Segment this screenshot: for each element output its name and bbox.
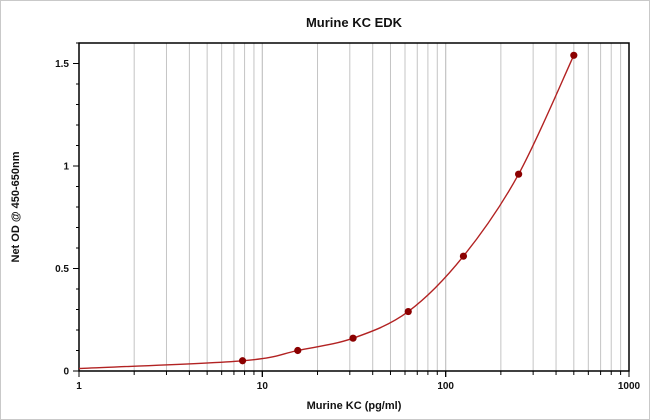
x-tick-label: 10 [257, 381, 269, 392]
y-tick-label: 0.5 [55, 264, 69, 275]
y-tick-label: 0 [63, 367, 69, 378]
data-point [294, 346, 302, 355]
data-points-layer [238, 51, 578, 365]
x-tick-label: 100 [437, 381, 454, 392]
fit-curve [79, 55, 575, 370]
axis-ticks [73, 42, 630, 377]
data-point [459, 252, 468, 260]
data-point [570, 51, 578, 59]
x-tick-label: 1000 [618, 381, 641, 392]
x-axis-label: Murine KC (pg/ml) [307, 400, 402, 412]
y-tick-label: 1 [63, 162, 69, 173]
gridlines [133, 43, 622, 371]
axis-tick-labels: 1 10 100 1000 0 0.5 1 1.5 [55, 59, 640, 392]
fit-curve-layer [79, 55, 575, 370]
y-axis-label: Net OD @ 450-650nm [10, 151, 22, 262]
x-tick-label: 1 [76, 381, 82, 392]
plot-frame [78, 42, 630, 372]
data-point [404, 307, 412, 316]
chart-title: Murine KC EDK [306, 15, 403, 30]
data-point [515, 170, 523, 178]
y-tick-label: 1.5 [55, 59, 69, 70]
data-point [349, 334, 357, 342]
data-point [238, 357, 247, 365]
